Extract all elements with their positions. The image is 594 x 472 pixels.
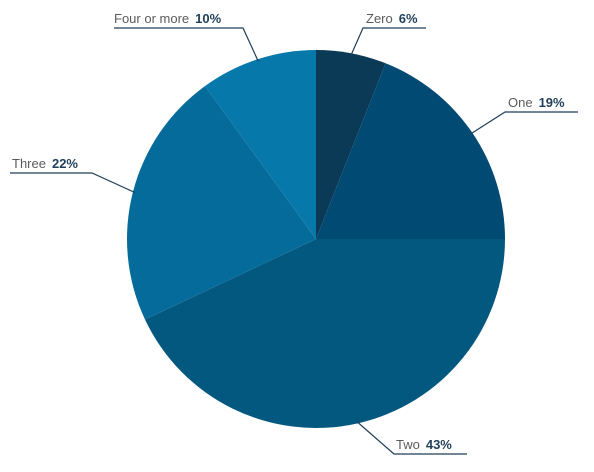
slice-label-one: One 19% — [508, 95, 565, 110]
slice-label-zero: Zero 6% — [366, 11, 418, 26]
slice-label-three: Three 22% — [12, 156, 78, 171]
slice-label-four-or-more: Four or more 10% — [114, 11, 222, 26]
slice-label-name: Zero — [366, 11, 393, 26]
slice-label-name: Two — [396, 437, 420, 452]
slice-label-name: Four or more — [114, 11, 189, 26]
leader-line-three — [10, 172, 136, 194]
slice-label-value: 43% — [426, 437, 452, 452]
slice-label-name: Three — [12, 156, 46, 171]
leader-line-two — [356, 421, 467, 455]
pie-slice-two — [144, 239, 506, 428]
pie-slice-four-or-more — [204, 50, 316, 239]
slice-label-two: Two 43% — [396, 437, 452, 452]
leader-line-four-or-more — [114, 27, 259, 62]
leader-lines — [10, 27, 578, 455]
pie-slice-one — [316, 63, 505, 239]
pie-slices — [127, 49, 506, 428]
slice-label-value: 22% — [52, 156, 78, 171]
slice-labels: Zero 6% One 19% Two 43% Three 22% Four or more 10… — [12, 11, 565, 452]
pie-slice-three — [127, 86, 317, 320]
slice-label-name: One — [508, 95, 533, 110]
leader-line-one — [470, 111, 578, 135]
slice-label-value: 10% — [195, 11, 221, 26]
leader-line-zero — [350, 27, 426, 56]
slice-label-value: 6% — [399, 11, 418, 26]
pie-slice-zero — [316, 49, 386, 239]
slice-label-value: 19% — [539, 95, 565, 110]
